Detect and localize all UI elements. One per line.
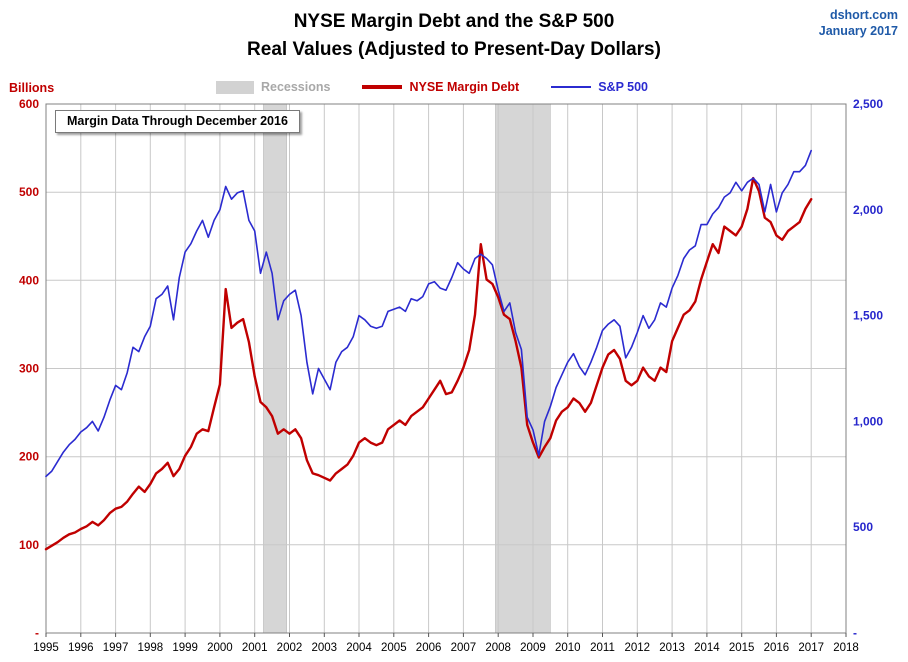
legend: Recessions NYSE Margin Debt S&P 500 <box>0 80 886 94</box>
watermark: dshort.com January 2017 <box>819 7 898 39</box>
watermark-date: January 2017 <box>818 24 898 38</box>
x-axis-tick-label: 2010 <box>555 642 581 654</box>
x-axis-tick-label: 2011 <box>590 642 615 654</box>
recessions-swatch <box>215 80 254 94</box>
x-axis-tick-label: 2014 <box>694 642 720 654</box>
x-axis-tick-label: 2006 <box>416 642 442 654</box>
x-axis-tick-label: 2012 <box>625 642 651 654</box>
x-axis-tick-label: 1999 <box>172 642 198 654</box>
y-axis-left-tick-label: 100 <box>19 538 39 552</box>
x-axis-tick-label: 1997 <box>103 642 129 654</box>
y-axis-right-tick-label: - <box>853 626 857 640</box>
title-line-2: Real Values (Adjusted to Present-Day Dol… <box>247 39 661 60</box>
y-axis-right-tick-label: 500 <box>853 520 873 534</box>
y-axis-right-tick-label: 2,500 <box>853 97 883 111</box>
x-axis-tick-label: 2015 <box>729 642 755 654</box>
watermark-site: dshort.com <box>829 8 898 22</box>
x-axis-tick-label: 2013 <box>659 642 685 654</box>
margin-debt-series <box>44 176 813 551</box>
y-axis-left-tick-label: 300 <box>19 362 39 376</box>
x-axis-tick-label: 2016 <box>764 642 790 654</box>
legend-item-sp500: S&P 500 <box>551 80 648 94</box>
legend-item-margin-debt: NYSE Margin Debt <box>362 80 519 94</box>
x-axis-tick-label: 1995 <box>33 642 59 654</box>
x-axis-tick-label: 2009 <box>520 642 546 654</box>
y-axis-right-tick-label: 1,000 <box>853 414 883 428</box>
y-axis-left-tick-label: 500 <box>19 185 39 199</box>
margin-debt-line-swatch <box>362 85 403 89</box>
annotation-box: Margin Data Through December 2016 <box>55 110 300 133</box>
y-axis-right-tick-label: 2,000 <box>853 203 883 217</box>
plot-border <box>45 103 847 634</box>
x-axis-tick-label: 2003 <box>311 642 337 654</box>
x-axis-tick-label: 2005 <box>381 642 407 654</box>
x-axis-tick-label: 2002 <box>277 642 303 654</box>
sp500-series <box>45 149 813 478</box>
legend-label-margin-debt: NYSE Margin Debt <box>409 80 520 94</box>
y-axis-left-tick-label: - <box>35 626 39 640</box>
y-axis-left-tick-label: 200 <box>19 450 39 464</box>
x-axis-tick-label: 2017 <box>798 642 824 654</box>
x-axis-tick-label: 2004 <box>346 642 372 654</box>
legend-label-sp500: S&P 500 <box>598 80 649 94</box>
x-axis-tick-label: 2007 <box>451 642 477 654</box>
x-axis-tick-label: 2018 <box>833 642 859 654</box>
x-axis-tick-label: 2008 <box>485 642 511 654</box>
x-axis-ticks <box>45 633 847 637</box>
left-axis-title: Billions <box>9 81 55 95</box>
y-axis-left-tick-label: 400 <box>19 273 39 287</box>
x-axis-tick-label: 1996 <box>68 642 94 654</box>
x-axis-tick-label: 2000 <box>207 642 233 654</box>
chart-title: NYSE Margin Debt and the S&P 500 Real Va… <box>0 8 908 64</box>
sp500-line-swatch <box>551 86 592 88</box>
y-axis-right-tick-label: 1,500 <box>853 309 883 323</box>
legend-item-recessions: Recessions <box>215 80 331 94</box>
gridlines <box>45 103 847 634</box>
x-axis-tick-label: 1998 <box>138 642 164 654</box>
legend-label-recessions: Recessions <box>260 80 331 94</box>
y-axis-left-tick-label: 600 <box>19 97 39 111</box>
title-line-1: NYSE Margin Debt and the S&P 500 <box>293 11 615 32</box>
x-axis-tick-label: 2001 <box>242 642 268 654</box>
